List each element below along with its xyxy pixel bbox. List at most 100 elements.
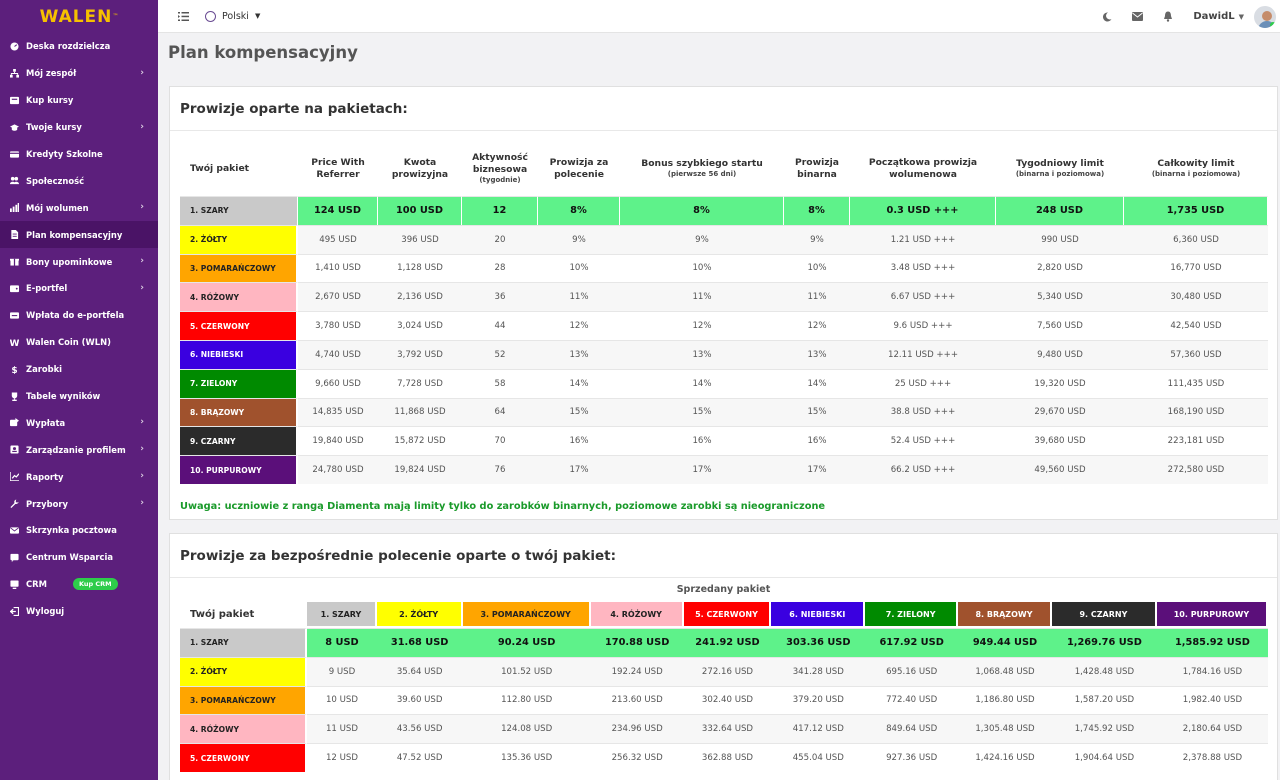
column-header-label: Twój pakiet — [190, 162, 250, 174]
table-cell: 16% — [784, 426, 850, 455]
sidebar-item-label: Wypłata — [26, 417, 66, 428]
table-cell: 12.11 USD +++ — [850, 339, 996, 369]
sidebar-item-wyloguj[interactable]: Wyloguj — [0, 598, 158, 625]
sold-package-header: 5. CZERWONY — [683, 602, 772, 628]
language-selector[interactable]: Polski ▼ — [205, 10, 260, 22]
team-icon — [8, 67, 20, 79]
table-cell: 13% — [784, 339, 850, 369]
sidebar-item-przybory[interactable]: Przybory › — [0, 490, 158, 517]
buy-crm-badge[interactable]: Kup CRM — [72, 578, 118, 591]
sold-package-header: 2. ŻÓŁTY — [376, 602, 463, 628]
menu-toggle-icon[interactable] — [178, 11, 189, 21]
sidebar-item-wplata-do-e-portfela[interactable]: Wpłata do e-portfela — [0, 302, 158, 329]
table-cell: 8% — [784, 196, 850, 225]
sidebar-item-label: Wyloguj — [26, 606, 65, 617]
dark-mode-icon[interactable] — [1102, 11, 1112, 22]
bell-icon[interactable] — [1163, 11, 1173, 22]
table-row: 10. PURPUROWY 24,780 USD 19,824 USD 76 17% 17… — [180, 455, 1268, 484]
chevron-right-icon: › — [140, 121, 144, 132]
package-badge: 5. CZERWONY — [180, 743, 308, 772]
table-cell: 76 — [462, 455, 538, 484]
sidebar-item-moj-zespol[interactable]: Mój zespół › — [0, 60, 158, 87]
table-cell: 7,560 USD — [996, 311, 1124, 340]
table-cell: 124 USD — [298, 196, 378, 225]
table-row: 5. CZERWONY 3,780 USD 3,024 USD 44 12% 12% 12%… — [180, 311, 1268, 340]
table-cell: 17% — [620, 455, 784, 484]
sidebar-item-walen-coin-wln[interactable]: W Walen Coin (WLN) — [0, 329, 158, 356]
table-cell: 495 USD — [298, 224, 378, 254]
table-cell: 7,728 USD — [378, 368, 462, 398]
table-cell: 25 USD +++ — [850, 368, 996, 398]
table-cell: 101.52 USD — [462, 656, 591, 686]
sidebar-item-kredyty-szkolne[interactable]: Kredyty Szkolne — [0, 141, 158, 168]
dollar-icon: $ — [8, 363, 20, 375]
sidebar-item-deska-rozdzielcza[interactable]: Deska rozdzielcza — [0, 33, 158, 60]
table-cell: 66.2 USD +++ — [850, 455, 996, 484]
logo[interactable]: WALEN ™ — [0, 0, 158, 33]
mail-icon[interactable] — [1132, 12, 1144, 21]
bar-chart-icon — [8, 202, 20, 214]
package-badge: 6. NIEBIESKI — [180, 339, 298, 369]
sidebar-item-label: Deska rozdzielcza — [26, 41, 111, 52]
table-cell: 12 — [462, 196, 538, 225]
package-badge: 10. PURPUROWY — [180, 455, 298, 484]
your-package-header: Twój pakiet — [180, 602, 308, 628]
table-cell: 1,745.92 USD — [1051, 714, 1157, 744]
cart-icon — [8, 94, 20, 106]
sidebar-item-skrzynka-pocztowa[interactable]: Skrzynka pocztowa — [0, 517, 158, 544]
sold-package-header: 8. BRĄZOWY — [958, 602, 1052, 628]
column-header-sub: (tygodnie) — [479, 175, 521, 184]
table-cell: 17% — [538, 455, 620, 484]
sidebar-item-raporty[interactable]: Raporty › — [0, 463, 158, 490]
column-header-label: Bonus szybkiego startu — [641, 157, 763, 169]
table-cell: 4,740 USD — [298, 339, 378, 369]
table-cell: 1,904.64 USD — [1051, 743, 1157, 772]
table-cell: 24,780 USD — [298, 455, 378, 484]
package-badge: 7. ZIELONY — [180, 368, 298, 398]
sidebar-item-crm[interactable]: CRM Kup CRM — [0, 571, 158, 598]
column-header: Początkowa prowizja wolumenowa — [850, 141, 996, 196]
sidebar-item-e-portfel[interactable]: E-portfel › — [0, 275, 158, 302]
package-badge: 1. SZARY — [180, 196, 298, 225]
table-cell: 396 USD — [378, 224, 462, 254]
table-row: 3. POMARAŃCZOWY 10 USD 39.60 USD 112.80 USD… — [180, 685, 1268, 715]
sidebar-item-spolecznosc[interactable]: Społeczność — [0, 167, 158, 194]
sidebar-item-bony-upominkowe[interactable]: Bony upominkowe › — [0, 248, 158, 275]
table-cell: 15,872 USD — [378, 426, 462, 455]
sidebar-item-wyplata[interactable]: Wypłata › — [0, 409, 158, 436]
sidebar-item-moj-wolumen[interactable]: Mój wolumen › — [0, 194, 158, 221]
user-menu-caret-icon[interactable]: ▼ — [1238, 12, 1244, 21]
direct-referral-title: Prowizje za bezpośrednie polecenie opart… — [170, 534, 1277, 578]
table-cell: 272,580 USD — [1124, 455, 1268, 484]
sidebar-item-centrum-wsparcia[interactable]: Centrum Wsparcia — [0, 544, 158, 571]
logo-text: WALEN — [39, 6, 113, 27]
table-cell: 1,784.16 USD — [1156, 656, 1268, 686]
column-header-label: Prowizja binarna — [795, 156, 839, 180]
sidebar-item-label: Przybory — [26, 498, 68, 509]
avatar[interactable] — [1252, 3, 1278, 30]
table-cell: 3,792 USD — [378, 339, 462, 369]
sidebar-item-zarzadzanie-profilem[interactable]: Zarządzanie profilem › — [0, 436, 158, 463]
sidebar-item-zarobki[interactable]: $ Zarobki — [0, 356, 158, 383]
sidebar-item-plan-kompensacyjny[interactable]: Plan kompensacyjny — [0, 221, 158, 249]
table-row: 2. ŻÓŁTY 495 USD 396 USD 20 9% 9% 9% 1.21 USD +… — [180, 224, 1268, 254]
sidebar-item-kup-kursy[interactable]: Kup kursy — [0, 87, 158, 114]
column-header: Prowizja binarna — [784, 141, 850, 196]
table-cell: 1.21 USD +++ — [850, 224, 996, 254]
table-cell: 14% — [620, 368, 784, 398]
table-cell: 35.64 USD — [376, 656, 463, 686]
mail-icon — [8, 524, 20, 536]
username[interactable]: DawidL — [1193, 11, 1235, 22]
sidebar-item-label: Kredyty Szkolne — [26, 149, 103, 159]
table-cell: 52 — [462, 339, 538, 369]
sidebar-item-tabele-wynikow[interactable]: Tabele wyników — [0, 383, 158, 410]
sidebar-nav: Deska rozdzielcza Mój zespół › Kup kursy Two… — [0, 33, 158, 625]
package-commissions-table: Twój pakiet Price With Referrer Kwota prow… — [180, 141, 1268, 484]
sidebar-item-twoje-kursy[interactable]: Twoje kursy › — [0, 114, 158, 141]
chevron-right-icon: › — [140, 283, 144, 294]
support-icon — [8, 551, 20, 563]
sidebar-item-label: Społeczność — [26, 175, 85, 186]
table-cell: 192.24 USD — [590, 656, 684, 686]
table-cell: 14% — [784, 368, 850, 398]
table-cell: 303.36 USD — [771, 628, 866, 657]
